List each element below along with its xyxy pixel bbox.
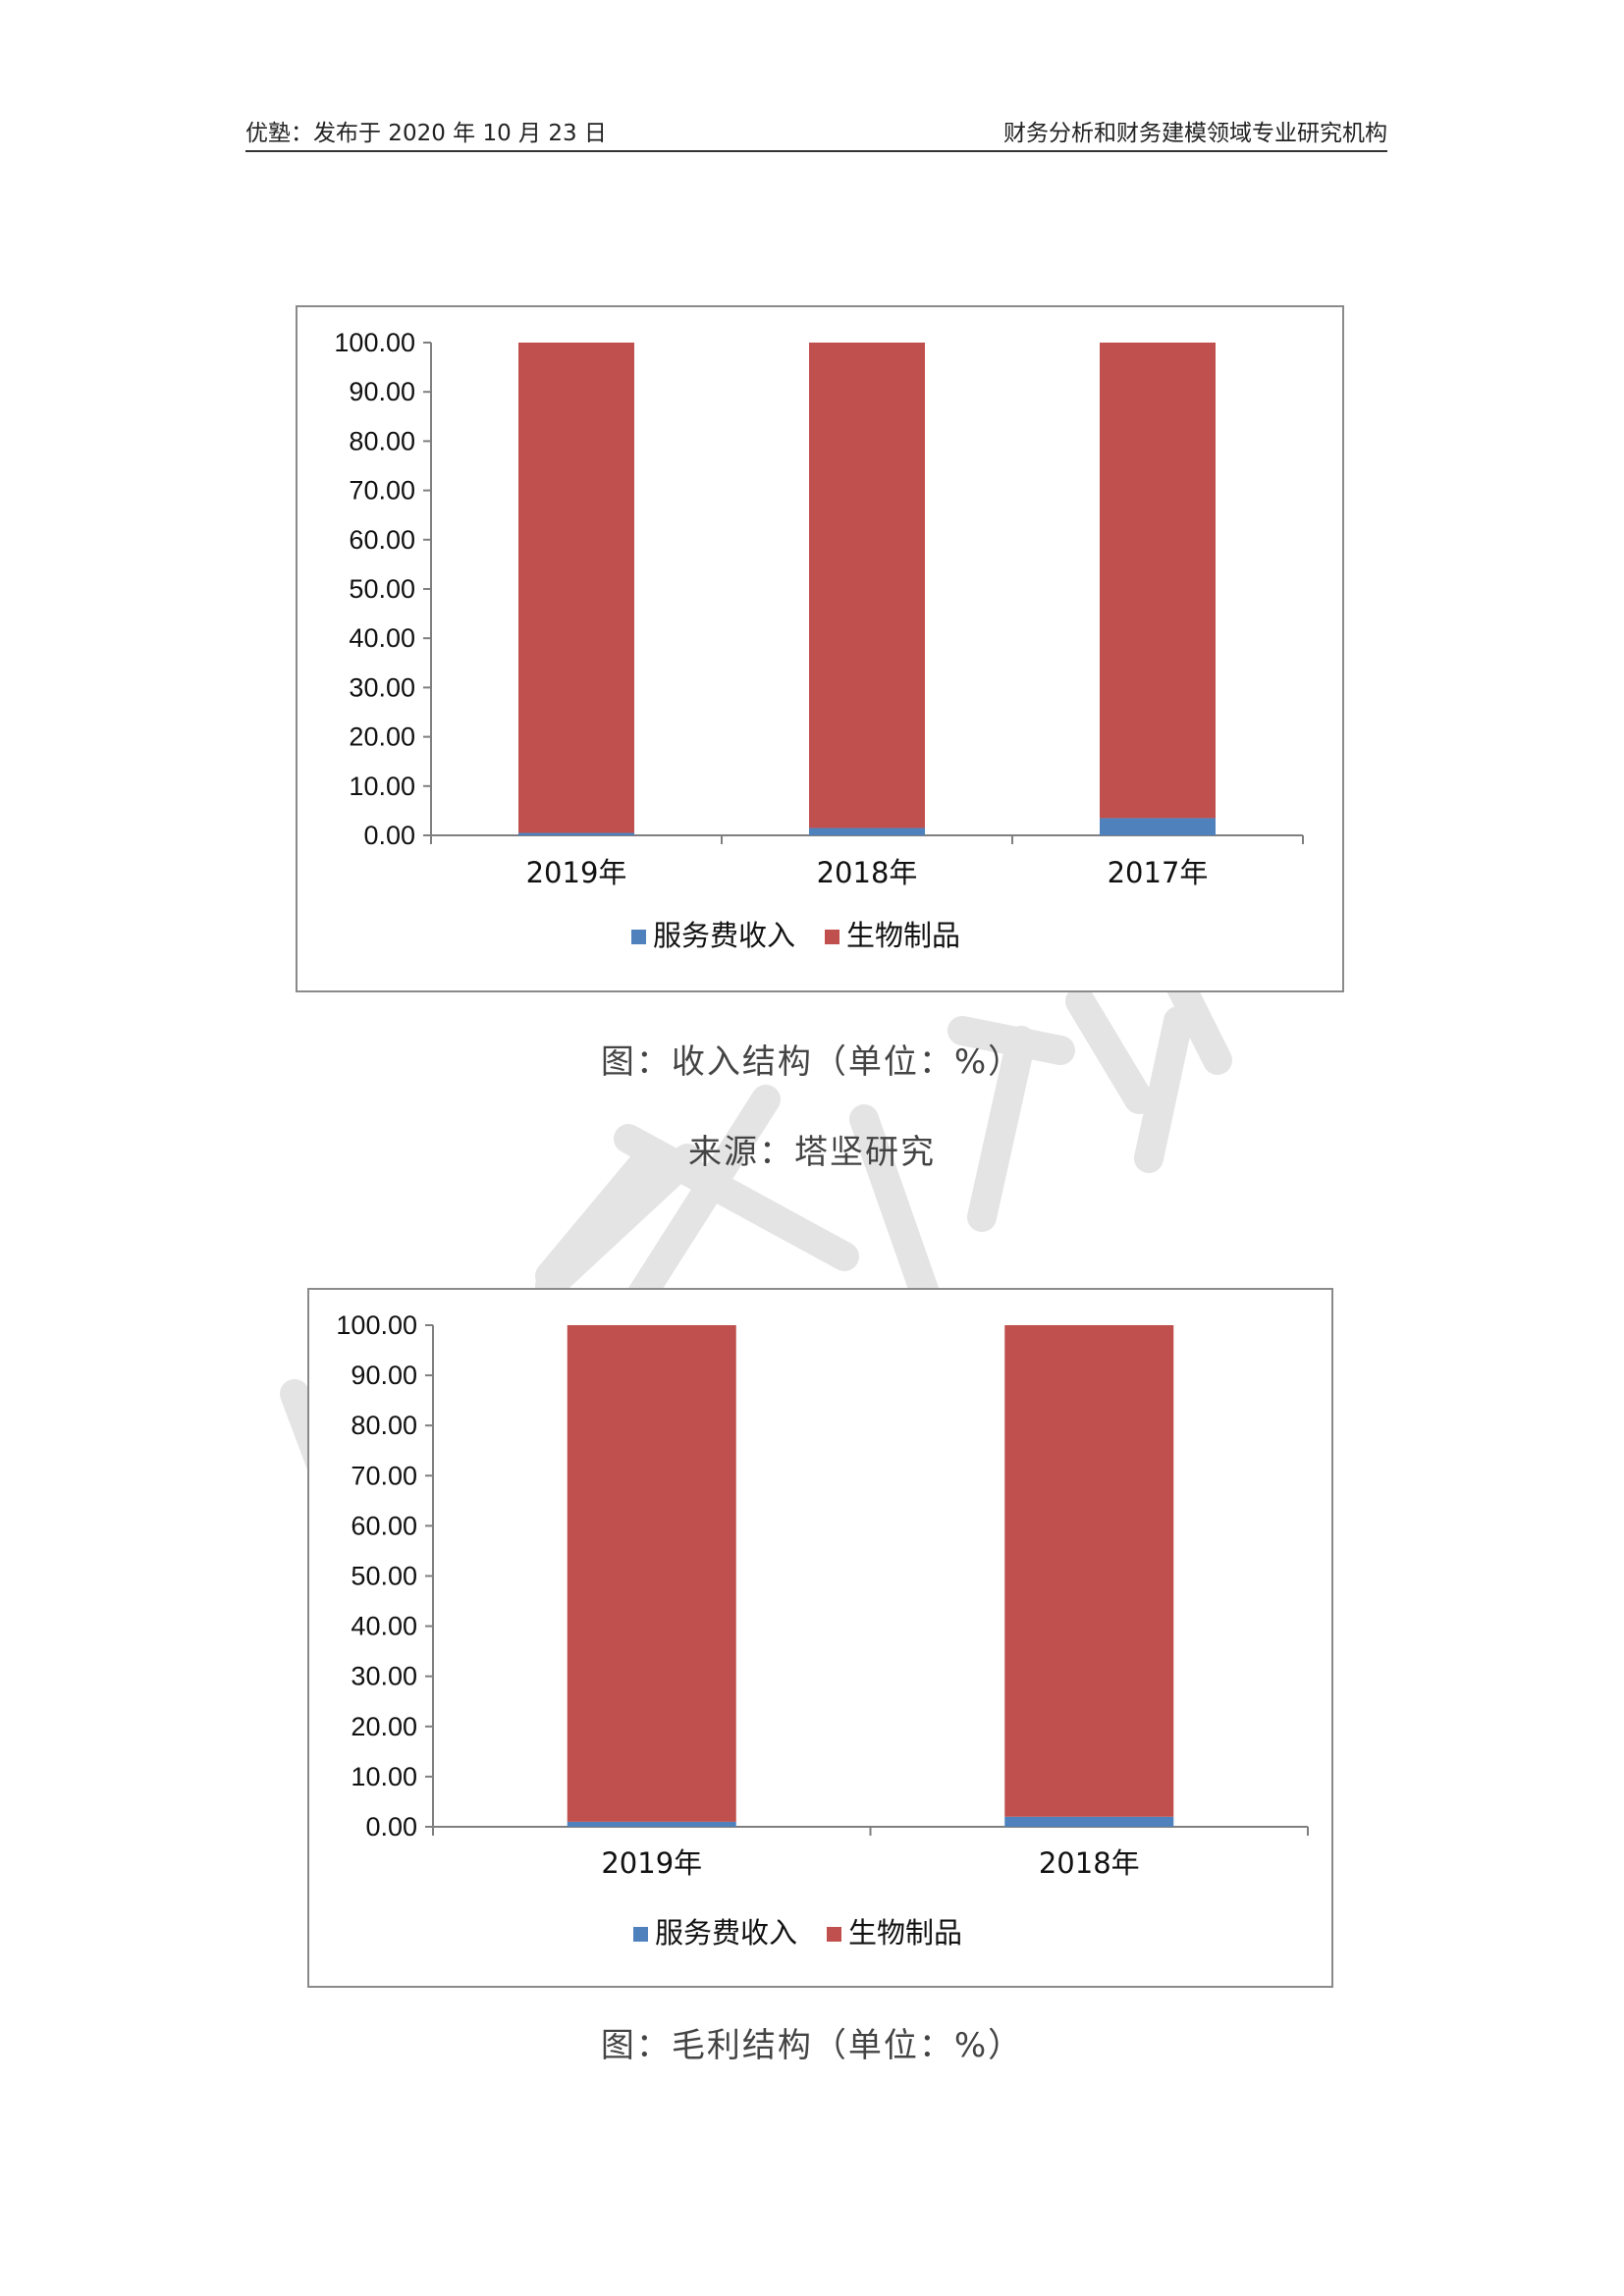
- bar-service-fee: [809, 828, 925, 835]
- page-header-right: 财务分析和财务建模领域专业研究机构: [1003, 121, 1387, 146]
- chart2-caption: 图：毛利结构（单位：%）: [600, 2026, 1024, 2065]
- y-tick-label: 80.00: [351, 1411, 417, 1440]
- revenue-structure-chart: 0.00 10.00 20.00 30.00 40.00 50.00 60.00 70.00 8…: [296, 305, 1344, 992]
- bar-bio-products: [1100, 343, 1216, 819]
- y-tick-label: 50.00: [351, 1562, 417, 1591]
- revenue-structure-chart-svg: 0.00 10.00 20.00 30.00 40.00 50.00 60.00 70.00 8…: [334, 328, 1304, 952]
- y-tick-label: 20.00: [349, 722, 415, 752]
- y-tick-label: 0.00: [365, 1812, 417, 1842]
- y-tick-label: 30.00: [351, 1662, 417, 1691]
- bar-bio-products: [567, 1325, 736, 1822]
- bar-service-fee: [1100, 818, 1216, 835]
- y-tick-label: 0.00: [363, 821, 415, 850]
- bar-bio-products: [809, 343, 925, 828]
- y-tick-label: 30.00: [349, 672, 415, 702]
- bar-service-fee: [1004, 1816, 1174, 1827]
- legend-label: 生物制品: [846, 919, 960, 952]
- y-tick-label: 70.00: [351, 1461, 417, 1490]
- y-tick-label: 90.00: [349, 377, 415, 406]
- legend-label: 服务费收入: [653, 919, 795, 952]
- gross-profit-structure-chart: 0.00 10.00 20.00 30.00 40.00 50.00 60.00 70.00 8…: [307, 1288, 1333, 1988]
- bar-service-fee: [567, 1821, 736, 1827]
- y-tick-label: 40.00: [349, 623, 415, 653]
- x-category-label: 2019年: [526, 856, 627, 889]
- y-tick-label: 50.00: [349, 574, 415, 604]
- legend-swatch-bio-products: [825, 930, 839, 944]
- y-tick-label: 10.00: [349, 772, 415, 801]
- y-tick-label: 40.00: [351, 1612, 417, 1641]
- y-tick-label: 70.00: [349, 476, 415, 506]
- legend-swatch-service-fee: [631, 930, 646, 944]
- header-rule: [245, 150, 1387, 152]
- legend-swatch-service-fee: [633, 1927, 648, 1942]
- y-tick-label: 90.00: [351, 1361, 417, 1390]
- gross-profit-structure-chart-svg: 0.00 10.00 20.00 30.00 40.00 50.00 60.00 70.00 8…: [336, 1310, 1309, 1949]
- page-header-left: 优塾：发布于 2020 年 10 月 23 日: [245, 121, 607, 146]
- legend-label: 生物制品: [848, 1916, 962, 1949]
- x-category-label: 2018年: [817, 856, 918, 889]
- chart1-caption: 图：收入结构（单位：%）: [600, 1042, 1024, 1082]
- x-category-label: 2018年: [1039, 1846, 1140, 1880]
- y-tick-label: 60.00: [351, 1511, 417, 1540]
- bar-service-fee: [518, 832, 634, 835]
- y-tick-label: 60.00: [349, 525, 415, 555]
- chart1-source: 来源：塔坚研究: [688, 1133, 936, 1172]
- y-tick-label: 100.00: [334, 328, 415, 357]
- y-tick-label: 100.00: [336, 1310, 417, 1340]
- y-tick-label: 10.00: [351, 1762, 417, 1791]
- bar-bio-products: [518, 343, 634, 833]
- legend-swatch-bio-products: [827, 1927, 841, 1942]
- x-category-label: 2019年: [601, 1846, 702, 1880]
- legend-label: 服务费收入: [655, 1916, 797, 1949]
- bar-bio-products: [1004, 1325, 1174, 1817]
- y-tick-label: 80.00: [349, 426, 415, 455]
- y-tick-label: 20.00: [351, 1712, 417, 1741]
- x-category-label: 2017年: [1108, 856, 1209, 889]
